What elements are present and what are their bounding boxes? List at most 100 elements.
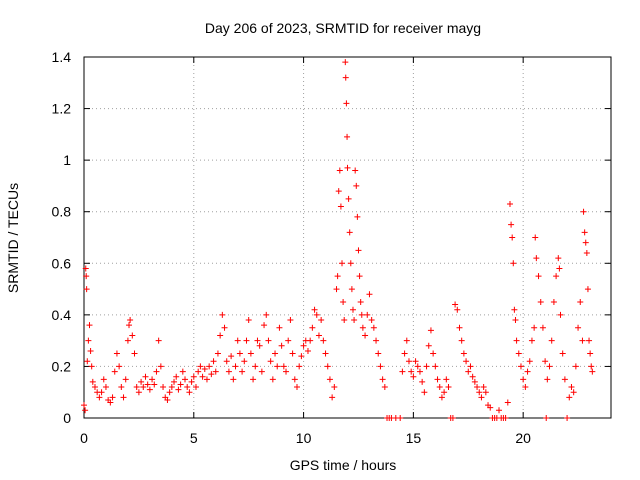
data-point bbox=[458, 337, 465, 344]
data-point bbox=[214, 350, 221, 357]
y-tick-label: 0.8 bbox=[52, 204, 72, 220]
data-point bbox=[201, 366, 208, 373]
data-point bbox=[232, 363, 239, 370]
data-point bbox=[124, 337, 131, 344]
data-point bbox=[358, 311, 365, 318]
data-point bbox=[126, 322, 133, 329]
data-point bbox=[336, 167, 343, 174]
data-point bbox=[546, 363, 553, 370]
data-point bbox=[223, 358, 230, 365]
data-point bbox=[467, 363, 474, 370]
data-point bbox=[373, 337, 380, 344]
data-point bbox=[122, 376, 129, 383]
data-point bbox=[107, 399, 114, 406]
data-point bbox=[247, 350, 254, 357]
data-point bbox=[331, 384, 338, 391]
data-point bbox=[127, 317, 134, 324]
data-point bbox=[334, 273, 341, 280]
data-point bbox=[241, 358, 248, 365]
data-point bbox=[555, 255, 562, 262]
x-tick-label: 10 bbox=[296, 430, 312, 446]
data-point bbox=[556, 265, 563, 272]
data-point bbox=[366, 291, 373, 298]
y-axis-label: SRMTID / TECUs bbox=[5, 183, 21, 293]
data-point bbox=[208, 371, 215, 378]
data-point bbox=[283, 368, 290, 375]
data-point bbox=[195, 368, 202, 375]
data-point bbox=[575, 324, 582, 331]
data-point bbox=[315, 332, 322, 339]
data-point bbox=[133, 384, 140, 391]
plot-frame bbox=[83, 56, 612, 419]
data-point bbox=[469, 373, 476, 380]
data-point bbox=[379, 376, 386, 383]
data-point bbox=[298, 353, 305, 360]
data-point bbox=[192, 384, 199, 391]
data-point bbox=[96, 394, 103, 401]
data-point bbox=[188, 378, 195, 385]
grid-lines bbox=[84, 57, 611, 418]
data-point bbox=[182, 376, 189, 383]
data-point bbox=[81, 402, 87, 409]
data-point bbox=[173, 373, 180, 380]
data-point bbox=[140, 384, 147, 391]
data-point bbox=[579, 337, 586, 344]
data-point bbox=[296, 363, 303, 370]
data-point bbox=[412, 358, 419, 365]
data-point bbox=[580, 208, 587, 215]
data-point bbox=[184, 384, 191, 391]
data-point bbox=[577, 298, 584, 305]
data-point bbox=[153, 368, 160, 375]
data-point bbox=[291, 376, 298, 383]
axis-ticks bbox=[83, 56, 611, 419]
data-point bbox=[243, 337, 250, 344]
data-point bbox=[445, 384, 452, 391]
data-point bbox=[543, 415, 550, 421]
data-point bbox=[427, 327, 434, 334]
data-point bbox=[588, 363, 595, 370]
data-point bbox=[352, 167, 359, 174]
data-point bbox=[322, 350, 329, 357]
data-point bbox=[83, 286, 90, 293]
data-point bbox=[138, 378, 145, 385]
data-point bbox=[168, 384, 175, 391]
data-point bbox=[510, 260, 517, 267]
data-point bbox=[539, 324, 546, 331]
data-point bbox=[88, 363, 95, 370]
axis-tick-labels: 0 0.2 0.4 0.6 0.8 1 1.2 1.4 0 5 10 15 20 bbox=[52, 49, 532, 446]
data-point bbox=[345, 195, 352, 202]
data-point bbox=[511, 306, 518, 313]
data-point bbox=[98, 389, 105, 396]
data-point bbox=[326, 376, 333, 383]
data-point bbox=[399, 368, 406, 375]
data-point bbox=[102, 384, 109, 391]
data-point bbox=[100, 376, 107, 383]
data-point bbox=[109, 394, 116, 401]
data-point bbox=[190, 373, 197, 380]
data-point bbox=[515, 350, 522, 357]
data-point bbox=[280, 363, 287, 370]
y-tick-label: 0.4 bbox=[52, 307, 72, 323]
data-point bbox=[509, 234, 516, 241]
data-point bbox=[346, 229, 353, 236]
data-point bbox=[586, 337, 593, 344]
data-point bbox=[82, 407, 89, 414]
data-point bbox=[129, 332, 136, 339]
data-point bbox=[171, 378, 178, 385]
data-point bbox=[504, 399, 511, 406]
data-point bbox=[113, 350, 120, 357]
data-point bbox=[304, 347, 311, 354]
data-point bbox=[263, 311, 270, 318]
data-point bbox=[436, 384, 443, 391]
data-point bbox=[91, 384, 98, 391]
data-point bbox=[82, 265, 89, 272]
data-point bbox=[557, 311, 564, 318]
data-point bbox=[430, 350, 437, 357]
data-point bbox=[274, 363, 281, 370]
data-point bbox=[506, 200, 513, 207]
data-point bbox=[531, 324, 538, 331]
data-point bbox=[421, 389, 428, 396]
data-point bbox=[362, 332, 369, 339]
data-point bbox=[528, 337, 535, 344]
data-point bbox=[419, 378, 426, 385]
